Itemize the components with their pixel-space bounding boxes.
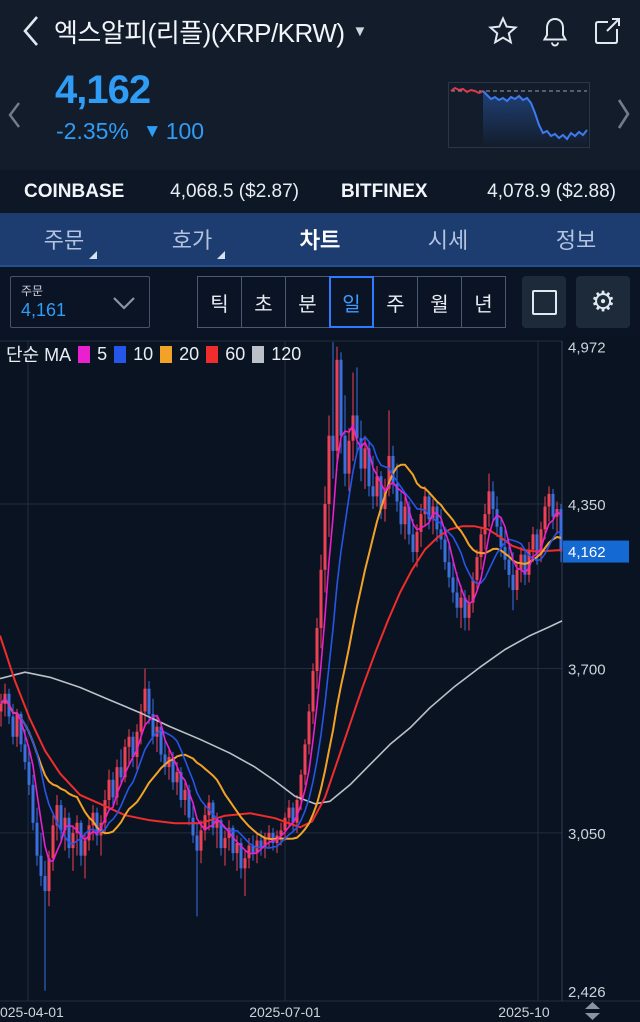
order-type-dropdown[interactable]: 주문 4,161 bbox=[10, 276, 150, 328]
period-week[interactable]: 주 bbox=[373, 276, 418, 328]
order-dropdown-value: 4,161 bbox=[21, 300, 67, 320]
tab-label: 정보 bbox=[555, 228, 597, 253]
tab-label: 시세 bbox=[427, 228, 469, 253]
app-header: 엑스알피(리플)(XRP/KRW) ▼ bbox=[0, 0, 640, 62]
tab-dropdown-triangle-icon bbox=[89, 251, 97, 259]
tab-info[interactable]: 정보 bbox=[512, 213, 640, 265]
tab-orderbook[interactable]: 호가 bbox=[128, 213, 256, 265]
exchange-comparison-row: COINBASE 4,068.5 ($2.87) BITFINEX 4,078.9 (… bbox=[0, 170, 640, 213]
period-sec[interactable]: 초 bbox=[241, 276, 286, 328]
svg-text:4,350: 4,350 bbox=[568, 497, 606, 514]
svg-text:3,050: 3,050 bbox=[568, 826, 606, 843]
order-dropdown-label: 주문 bbox=[21, 284, 44, 298]
prev-symbol-icon[interactable] bbox=[4, 98, 26, 137]
next-symbol-icon[interactable] bbox=[612, 94, 634, 139]
down-arrow-icon: ▼ bbox=[142, 120, 162, 142]
exchange-bitfinex: BITFINEX 4,078.9 ($2.88) bbox=[341, 181, 616, 203]
tab-orders[interactable]: 주문 bbox=[0, 213, 128, 265]
tab-dropdown-triangle-icon bbox=[217, 251, 225, 259]
exchange-name: COINBASE bbox=[24, 180, 125, 202]
svg-text:2025-10: 2025-10 bbox=[498, 1004, 550, 1020]
legend-swatch-ma60 bbox=[206, 345, 219, 363]
price-change: -2.35% ▼ 100 bbox=[56, 118, 204, 145]
legend-swatch-ma10 bbox=[114, 345, 127, 363]
checkbox-icon bbox=[531, 289, 557, 315]
legend-period-label: 5 bbox=[97, 343, 108, 364]
candlestick-chart[interactable]: 4,972 4,350 3,700 3,050 2,426 4,162 2025-04-01… bbox=[0, 337, 640, 1022]
page-title[interactable]: 엑스알피(리플)(XRP/KRW) bbox=[54, 17, 345, 48]
period-day[interactable]: 일 bbox=[329, 276, 374, 328]
legend-period-label: 120 bbox=[271, 343, 302, 364]
gear-icon: ⚙ bbox=[590, 286, 616, 317]
back-icon[interactable] bbox=[14, 14, 48, 48]
tab-label: 호가 bbox=[171, 228, 213, 253]
svg-text:4,162: 4,162 bbox=[568, 544, 606, 561]
exchange-coinbase: COINBASE 4,068.5 ($2.87) bbox=[24, 181, 299, 203]
legend-swatch-ma120 bbox=[252, 345, 265, 363]
svg-text:3,700: 3,700 bbox=[568, 661, 606, 678]
tab-label: 주문 bbox=[43, 228, 85, 253]
legend-swatch-ma20 bbox=[160, 345, 173, 363]
period-min[interactable]: 분 bbox=[285, 276, 330, 328]
compare-checkbox[interactable] bbox=[522, 276, 566, 328]
legend-period-label: 20 bbox=[179, 343, 200, 364]
svg-text:4,972: 4,972 bbox=[568, 340, 606, 357]
svg-text:2025-07-01: 2025-07-01 bbox=[249, 1004, 321, 1020]
current-price: 4,162 bbox=[55, 68, 151, 112]
price-sort-icon[interactable] bbox=[585, 1002, 600, 1020]
mini-sparkline-chart[interactable] bbox=[448, 82, 590, 148]
tab-quotes[interactable]: 시세 bbox=[384, 213, 512, 265]
exchange-name: BITFINEX bbox=[341, 180, 428, 202]
chevron-down-icon bbox=[111, 295, 137, 316]
ma-legend-prefix: 단순 MA bbox=[6, 345, 72, 365]
svg-text:2025-04-01: 2025-04-01 bbox=[0, 1004, 64, 1020]
svg-text:2,426: 2,426 bbox=[568, 984, 606, 1001]
chart-settings-button[interactable]: ⚙ bbox=[576, 276, 630, 328]
exchange-price: 4,078.9 ($2.88) bbox=[487, 180, 616, 202]
title-dropdown-icon[interactable]: ▼ bbox=[352, 22, 368, 40]
share-icon[interactable] bbox=[588, 12, 626, 50]
bell-icon[interactable] bbox=[536, 12, 574, 50]
period-year[interactable]: 년 bbox=[461, 276, 506, 328]
star-icon[interactable] bbox=[484, 12, 522, 50]
price-section: 4,162 -2.35% ▼ 100 bbox=[0, 62, 640, 170]
legend-swatch-ma5 bbox=[78, 345, 91, 363]
legend-period-label: 10 bbox=[133, 343, 154, 364]
tab-label: 차트 bbox=[299, 228, 341, 253]
chart-area: 단순 MA 5 10 20 60 120 4,972 4,350 3,700 3,050 2,4… bbox=[0, 337, 640, 1022]
ma-legend: 단순 MA 5 10 20 60 120 bbox=[6, 341, 301, 367]
period-month[interactable]: 월 bbox=[417, 276, 462, 328]
period-tick[interactable]: 틱 bbox=[197, 276, 242, 328]
exchange-price: 4,068.5 ($2.87) bbox=[170, 180, 299, 202]
change-amount: 100 bbox=[165, 118, 205, 144]
tab-chart[interactable]: 차트 bbox=[256, 213, 384, 265]
legend-period-label: 60 bbox=[225, 343, 246, 364]
change-percent: -2.35% bbox=[56, 118, 129, 144]
main-tabbar: 주문 호가 차트 시세 정보 bbox=[0, 213, 640, 267]
